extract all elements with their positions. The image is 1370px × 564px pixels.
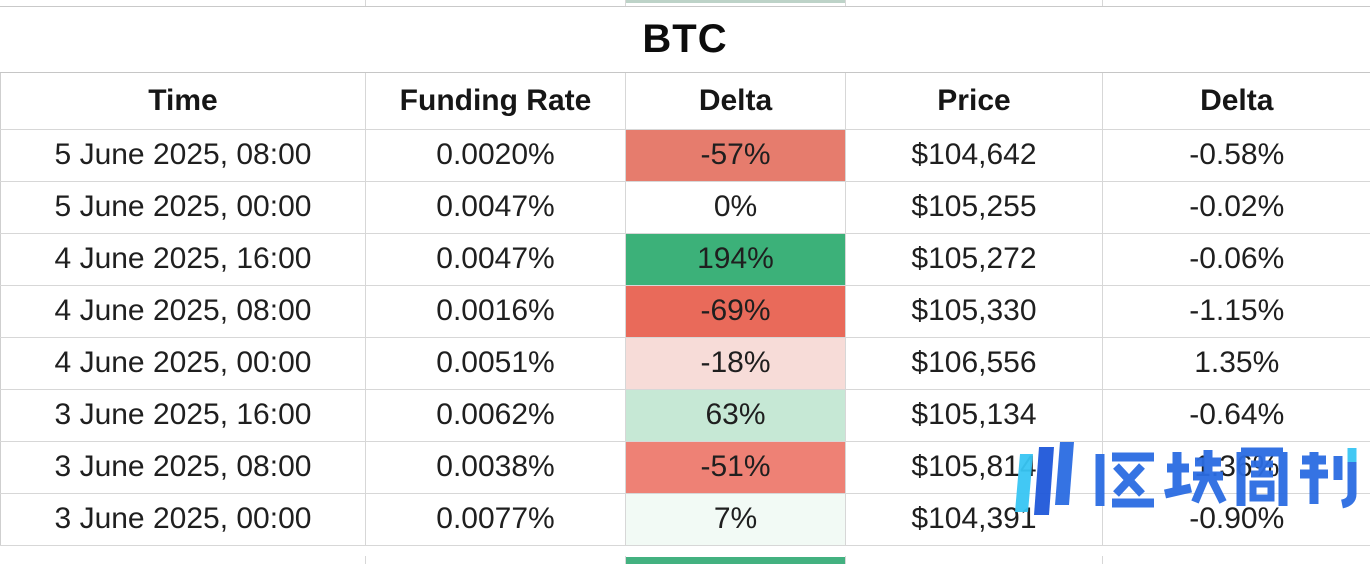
col-header-time: Time [0, 73, 366, 130]
time-cell: 3 June 2025, 08:00 [0, 440, 366, 494]
header-row: Time Funding Rate Delta Price Delta [0, 73, 1370, 130]
funding-rate-table: Time Funding Rate Delta Price Delta 5 Ju… [0, 73, 1370, 546]
price-delta-cell: 1.36% [1102, 440, 1370, 494]
price-cell: $105,272 [845, 232, 1103, 286]
price-delta-cell: -0.58% [1102, 128, 1370, 182]
funding-rate-cell: 0.0047% [365, 180, 626, 234]
price-delta-cell: -0.06% [1102, 232, 1370, 286]
time-cell: 4 June 2025, 16:00 [0, 232, 366, 286]
gridline [625, 0, 626, 6]
partial-row-above [0, 0, 1370, 7]
table-row: 5 June 2025, 08:00 0.0020% -57% $104,642… [0, 128, 1370, 182]
funding-rate-cell: 0.0038% [365, 440, 626, 494]
price-cell: $106,556 [845, 336, 1103, 390]
funding-delta-cell: 194% [625, 232, 846, 286]
partial-delta-cell-below [626, 557, 845, 564]
funding-rate-cell: 0.0077% [365, 492, 626, 546]
col-header-funding-delta: Delta [625, 73, 846, 130]
partial-row-below [0, 556, 1370, 564]
table-row: 3 June 2025, 08:00 0.0038% -51% $105,814… [0, 440, 1370, 494]
gridline [1102, 0, 1103, 6]
time-cell: 3 June 2025, 00:00 [0, 492, 366, 546]
table-row: 3 June 2025, 16:00 0.0062% 63% $105,134 … [0, 388, 1370, 442]
funding-rate-cell: 0.0062% [365, 388, 626, 442]
funding-delta-cell: 0% [625, 180, 846, 234]
table-row: 4 June 2025, 00:00 0.0051% -18% $106,556… [0, 336, 1370, 390]
gridline [845, 556, 846, 564]
price-cell: $105,330 [845, 284, 1103, 338]
funding-delta-cell: -57% [625, 128, 846, 182]
partial-delta-cell-above [626, 0, 845, 3]
funding-rate-cell: 0.0047% [365, 232, 626, 286]
price-delta-cell: -0.90% [1102, 492, 1370, 546]
time-cell: 5 June 2025, 08:00 [0, 128, 366, 182]
time-cell: 5 June 2025, 00:00 [0, 180, 366, 234]
funding-delta-cell: -51% [625, 440, 846, 494]
funding-delta-cell: 7% [625, 492, 846, 546]
col-header-price-delta: Delta [1102, 73, 1370, 130]
time-cell: 4 June 2025, 08:00 [0, 284, 366, 338]
time-cell: 4 June 2025, 00:00 [0, 336, 366, 390]
table-row: 4 June 2025, 08:00 0.0016% -69% $105,330… [0, 284, 1370, 338]
funding-rate-cell: 0.0016% [365, 284, 626, 338]
gridline [625, 556, 626, 564]
gridline [365, 0, 366, 6]
gridline [845, 0, 846, 6]
table-title: BTC [642, 17, 728, 61]
gridline [1102, 556, 1103, 564]
price-cell: $105,814 [845, 440, 1103, 494]
table-row: 4 June 2025, 16:00 0.0047% 194% $105,272… [0, 232, 1370, 286]
funding-rate-cell: 0.0020% [365, 128, 626, 182]
table-title-row: BTC [0, 7, 1370, 73]
col-header-funding-rate: Funding Rate [365, 73, 626, 130]
price-delta-cell: -0.64% [1102, 388, 1370, 442]
funding-delta-cell: -69% [625, 284, 846, 338]
funding-rate-cell: 0.0051% [365, 336, 626, 390]
time-cell: 3 June 2025, 16:00 [0, 388, 366, 442]
price-cell: $104,642 [845, 128, 1103, 182]
price-cell: $104,391 [845, 492, 1103, 546]
price-cell: $105,134 [845, 388, 1103, 442]
col-header-price: Price [845, 73, 1103, 130]
price-delta-cell: -1.15% [1102, 284, 1370, 338]
table-row: 5 June 2025, 00:00 0.0047% 0% $105,255 -… [0, 180, 1370, 234]
price-delta-cell: 1.35% [1102, 336, 1370, 390]
funding-delta-cell: 63% [625, 388, 846, 442]
price-delta-cell: -0.02% [1102, 180, 1370, 234]
gridline [365, 556, 366, 564]
price-cell: $105,255 [845, 180, 1103, 234]
table-row: 3 June 2025, 00:00 0.0077% 7% $104,391 -… [0, 492, 1370, 546]
funding-delta-cell: -18% [625, 336, 846, 390]
